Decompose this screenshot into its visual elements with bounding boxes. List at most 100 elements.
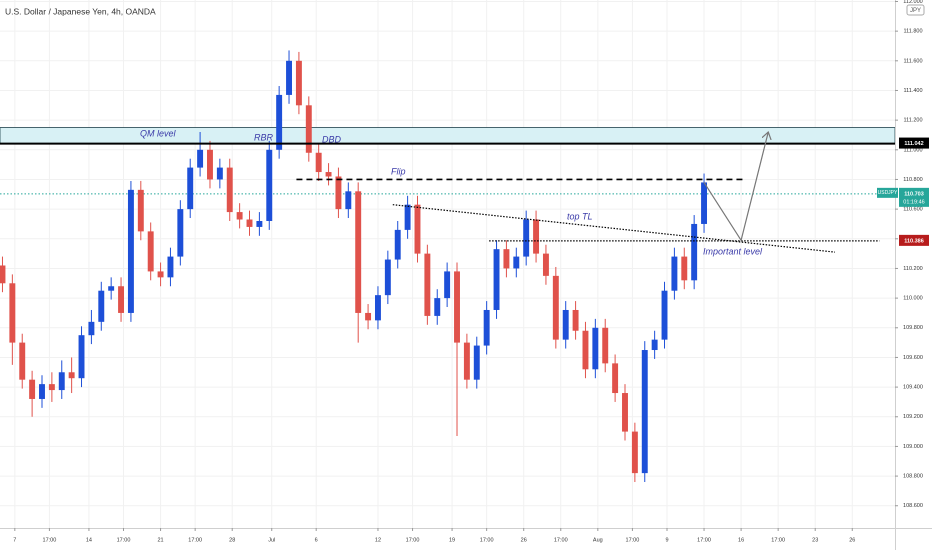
candle-body bbox=[246, 219, 253, 227]
price-marker bbox=[899, 234, 929, 246]
candle-body bbox=[207, 149, 213, 180]
countdown-label: 01:19:46 bbox=[903, 199, 924, 205]
x-tick-label: 23 bbox=[812, 537, 818, 543]
candle-body bbox=[335, 176, 342, 210]
candle-body bbox=[295, 60, 302, 106]
y-tick-label: 110.200 bbox=[903, 266, 922, 272]
price-marker bbox=[899, 187, 929, 207]
x-tick-label: 17:00 bbox=[480, 537, 494, 543]
price-marker bbox=[899, 137, 929, 149]
x-tick-label: 12 bbox=[375, 537, 381, 543]
annotation: RBR bbox=[254, 132, 274, 142]
candle-body bbox=[226, 167, 233, 213]
candle-body bbox=[187, 167, 194, 210]
x-tick-label: 17:00 bbox=[554, 537, 568, 543]
symbol-box bbox=[877, 187, 898, 198]
x-tick-label: 17:00 bbox=[626, 537, 640, 543]
candle-body bbox=[374, 295, 381, 321]
candle-body bbox=[552, 275, 559, 340]
x-tick-label: 17:00 bbox=[406, 537, 420, 543]
candle-body bbox=[542, 253, 549, 276]
candle-body bbox=[39, 384, 45, 399]
candle-body bbox=[493, 249, 500, 310]
candle-body bbox=[582, 330, 589, 370]
y-tick-label: 112.000 bbox=[903, 0, 922, 5]
candle-body bbox=[276, 94, 283, 150]
x-tick-label: 17:00 bbox=[188, 537, 202, 543]
drawn-line bbox=[392, 204, 836, 253]
candle-body bbox=[365, 312, 372, 321]
candle-body bbox=[58, 372, 65, 391]
candle-body bbox=[503, 249, 510, 269]
candle-body bbox=[424, 253, 431, 316]
y-tick-label: 108.600 bbox=[903, 503, 923, 509]
candle-body bbox=[394, 229, 401, 260]
x-tick-label: 26 bbox=[521, 537, 527, 543]
x-tick-label: Jul bbox=[268, 537, 275, 543]
candle-body bbox=[9, 283, 16, 343]
plot-area bbox=[0, 0, 896, 528]
chart-title: U.S. Dollar / Japanese Yen, 4h, OANDA bbox=[5, 6, 156, 16]
candle-body bbox=[197, 149, 204, 168]
x-tick-label: 17:00 bbox=[117, 537, 131, 543]
x-tick-label: Aug bbox=[593, 537, 603, 543]
x-tick-label: 14 bbox=[86, 537, 92, 543]
candle-body bbox=[98, 290, 105, 322]
price-marker-label: 110.703 bbox=[904, 191, 924, 197]
y-tick-label: 109.000 bbox=[903, 444, 923, 450]
symbol-label: USDJPY bbox=[878, 190, 898, 196]
candle-body bbox=[78, 335, 85, 379]
candle-body bbox=[266, 149, 273, 221]
candle-body bbox=[384, 259, 391, 296]
candle-body bbox=[651, 339, 658, 351]
y-tick-label: 109.800 bbox=[903, 325, 923, 331]
supply-zone bbox=[0, 127, 896, 145]
candle-body bbox=[286, 60, 292, 95]
candle-body bbox=[671, 256, 678, 291]
x-tick-label: 6 bbox=[315, 537, 318, 543]
candle-body bbox=[325, 172, 332, 177]
candle-body bbox=[305, 105, 312, 153]
candle-body bbox=[345, 191, 352, 210]
candle-body bbox=[681, 256, 688, 281]
candle-body bbox=[48, 384, 55, 391]
y-tick-label: 111.800 bbox=[903, 29, 922, 35]
candle-body bbox=[641, 350, 648, 474]
candle-body bbox=[592, 327, 599, 370]
candle-body bbox=[315, 152, 322, 173]
candle-body bbox=[473, 345, 480, 380]
candle-body bbox=[661, 290, 668, 340]
x-tick-label: 21 bbox=[158, 537, 164, 543]
candle-body bbox=[434, 298, 441, 316]
candle-body bbox=[147, 231, 154, 272]
y-tick-label: 109.200 bbox=[903, 414, 923, 420]
y-tick-label: 111.200 bbox=[903, 118, 922, 124]
candle-body bbox=[523, 219, 530, 257]
candle-body bbox=[19, 342, 26, 380]
candle-body bbox=[108, 286, 115, 291]
annotation: Flip bbox=[391, 166, 406, 176]
annotation: DBD bbox=[322, 134, 342, 144]
annotation: QM level bbox=[140, 128, 177, 138]
annotation: top TL bbox=[567, 211, 593, 221]
currency-tag: JPY bbox=[910, 8, 921, 14]
candle-body bbox=[533, 219, 540, 254]
y-tick-label: 109.400 bbox=[903, 385, 923, 391]
candle-body bbox=[177, 209, 184, 257]
candle-body bbox=[88, 321, 95, 336]
x-tick-label: 16 bbox=[738, 537, 744, 543]
candle-body bbox=[622, 393, 628, 432]
y-tick-label: 110.800 bbox=[903, 177, 922, 183]
candle-body bbox=[612, 363, 619, 394]
candle-body bbox=[483, 309, 490, 346]
price-marker-label: 110.386 bbox=[904, 238, 924, 244]
y-tick-label: 108.800 bbox=[903, 474, 923, 480]
x-tick-label: 28 bbox=[229, 537, 235, 543]
candle-body bbox=[602, 327, 609, 364]
candle-body bbox=[355, 191, 362, 313]
candle-body bbox=[236, 212, 243, 220]
candle-body bbox=[454, 271, 460, 343]
y-tick-label: 110.600 bbox=[903, 207, 922, 213]
